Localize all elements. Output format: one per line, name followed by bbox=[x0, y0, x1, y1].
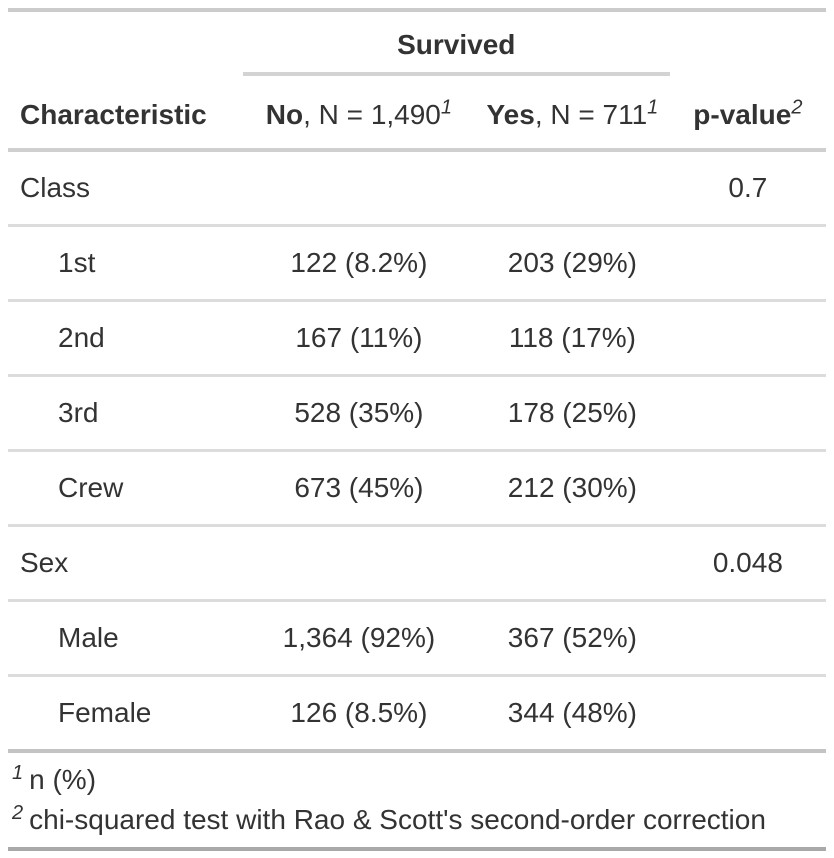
p-value-cell bbox=[669, 375, 826, 452]
row-label: Class bbox=[20, 172, 91, 203]
row-label: 1st bbox=[58, 247, 96, 278]
footnote-1-text: n (%) bbox=[29, 764, 97, 795]
row-label: Male bbox=[58, 622, 119, 653]
column-header-no: No, N = 1,4901 bbox=[242, 74, 476, 152]
table-header: Survived Characteristic No, N = 1,4901 Y… bbox=[8, 10, 826, 152]
column-header-pvalue-label: p-value bbox=[693, 99, 792, 130]
column-header-yes-stat: Yes bbox=[486, 99, 535, 130]
column-header-yes-rest: , N = 711 bbox=[534, 99, 648, 130]
footnote-mark-1: 1 bbox=[440, 96, 453, 119]
footnote-mark-2: 2 bbox=[791, 96, 803, 119]
table-row-1st: 1st 122 (8.2%) 203 (29%) bbox=[8, 225, 826, 302]
row-label-cell: Sex bbox=[8, 525, 243, 602]
spanner-cell: Survived bbox=[242, 10, 670, 76]
row-label-cell: Crew bbox=[8, 450, 243, 527]
p-value-cell: 0.048 bbox=[669, 525, 826, 602]
column-header-no-rest: , N = 1,490 bbox=[303, 99, 441, 130]
table-row-3rd: 3rd 528 (35%) 178 (25%) bbox=[8, 375, 826, 452]
stat-cell-yes: 203 (29%) bbox=[475, 225, 670, 302]
stat-cell-yes: 212 (30%) bbox=[475, 450, 670, 527]
row-label-cell: 1st bbox=[8, 225, 243, 302]
row-label-cell: 3rd bbox=[8, 375, 243, 452]
footnote-row-2: 2 chi-squared test with Rao & Scott's sec… bbox=[8, 801, 826, 849]
row-label-cell: Male bbox=[8, 600, 243, 677]
table-row-sex: Sex 0.048 bbox=[8, 525, 826, 602]
footnote-2: 2 chi-squared test with Rao & Scott's sec… bbox=[8, 801, 826, 849]
stat-cell-no: 673 (45%) bbox=[242, 450, 476, 527]
row-label: 2nd bbox=[58, 322, 105, 353]
row-label: Sex bbox=[20, 547, 69, 578]
spanner-spacer-right bbox=[670, 10, 826, 74]
stat-cell-yes: 118 (17%) bbox=[475, 300, 670, 377]
p-value-cell bbox=[669, 225, 826, 302]
row-label-cell: Class bbox=[8, 150, 243, 227]
stat-cell-yes: 367 (52%) bbox=[475, 600, 670, 677]
column-header-characteristic-label: Characteristic bbox=[20, 99, 207, 130]
stat-cell-yes bbox=[475, 525, 670, 602]
p-value-cell: 0.7 bbox=[669, 150, 826, 227]
column-header-characteristic: Characteristic bbox=[8, 74, 243, 152]
p-value-cell bbox=[669, 300, 826, 377]
stat-cell-no: 122 (8.2%) bbox=[242, 225, 476, 302]
row-label: Female bbox=[58, 697, 152, 728]
column-header-yes: Yes, N = 7111 bbox=[475, 74, 670, 152]
p-value-cell bbox=[669, 600, 826, 677]
table-row-crew: Crew 673 (45%) 212 (30%) bbox=[8, 450, 826, 527]
stat-cell-no: 528 (35%) bbox=[242, 375, 476, 452]
column-label-row: Characteristic No, N = 1,4901 Yes, N = 7… bbox=[8, 74, 826, 152]
stat-cell-no: 1,364 (92%) bbox=[242, 600, 476, 677]
row-label-cell: 2nd bbox=[8, 300, 243, 377]
row-label: Crew bbox=[58, 472, 124, 503]
summary-table: Survived Characteristic No, N = 1,4901 Y… bbox=[8, 8, 826, 851]
footnote-1-mark: 1 bbox=[12, 761, 24, 784]
column-header-no-stat: No bbox=[265, 99, 304, 130]
row-label-cell: Female bbox=[8, 676, 243, 752]
spanner-row: Survived bbox=[8, 10, 826, 76]
p-value-cell bbox=[670, 676, 826, 752]
stat-cell-yes bbox=[475, 150, 670, 227]
table-row-male: Male 1,364 (92%) 367 (52%) bbox=[8, 600, 826, 677]
column-header-pvalue: p-value2 bbox=[669, 74, 826, 152]
table-body: Class 0.7 1st 122 (8.2%) 203 (29%) 2nd 1… bbox=[8, 150, 826, 751]
stat-cell-yes: 178 (25%) bbox=[475, 375, 670, 452]
table-row-class: Class 0.7 bbox=[8, 150, 826, 227]
footnote-2-mark: 2 bbox=[12, 801, 24, 824]
stat-cell-no: 126 (8.5%) bbox=[290, 697, 428, 728]
spanner-label: Survived bbox=[397, 29, 516, 60]
stat-cell-no: 167 (11%) bbox=[242, 300, 476, 377]
p-value-cell bbox=[669, 450, 826, 527]
table-row-female: Female 126 (8.5%) 344 (48%) bbox=[8, 676, 826, 752]
table-row-2nd: 2nd 167 (11%) 118 (17%) bbox=[8, 300, 826, 377]
spanner-spacer-left bbox=[8, 10, 243, 74]
stat-cell-yes: 344 (48%) bbox=[507, 697, 637, 728]
stat-cell-no bbox=[242, 525, 476, 602]
row-label: 3rd bbox=[58, 397, 99, 428]
footnote-mark-1: 1 bbox=[647, 96, 659, 119]
footnote-2-text: chi-squared test with Rao & Scott's seco… bbox=[29, 804, 766, 835]
stat-cell-no bbox=[242, 150, 476, 227]
